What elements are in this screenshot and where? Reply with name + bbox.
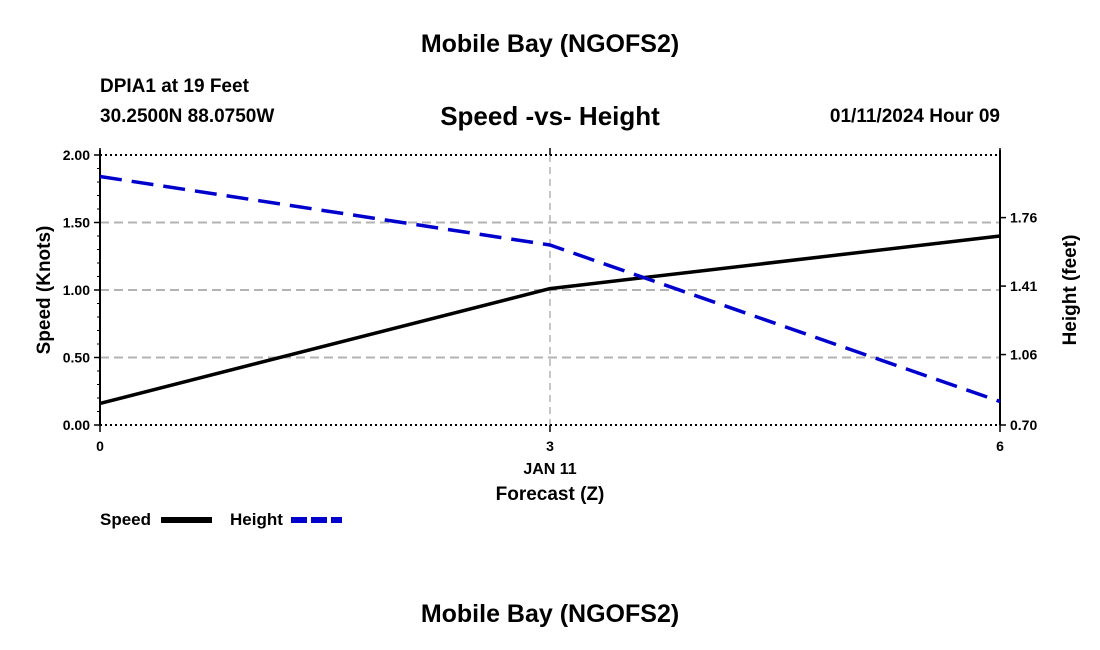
y-tick-label: 0.50 [63,350,90,366]
y-tick-label: 1.00 [63,282,90,298]
y2-tick-label: 1.41 [1010,278,1037,294]
y-tick-label: 1.50 [63,215,90,231]
x-tick-label: 0 [96,438,104,454]
legend-label-height: Height [230,510,283,529]
series-speed-line [99,234,1001,406]
x-axis-title: Forecast (Z) [496,484,605,505]
y2-tick-label: 1.06 [1010,347,1037,363]
x-tick-label: 3 [546,438,554,454]
y2-tick-label: 1.76 [1010,210,1037,226]
legend-label-speed: Speed [100,510,151,529]
series-height-line [99,174,1001,404]
axis-ticks [94,148,1006,432]
y-tick-label: 0.00 [63,417,90,433]
legend: Speed Height [100,510,342,529]
station-coordinates: 30.2500N 88.0750W [100,106,275,127]
station-name: DPIA1 at 19 Feet [100,76,249,97]
y2-tick-label: 0.70 [1010,417,1037,433]
x-date-label: JAN 11 [523,461,576,478]
bottom-chart-title: Mobile Bay (NGOFS2) [420,600,680,628]
speed-height-chart: 0.00 0.50 1.00 1.50 2.00 0 3 6 0.70 1.06 1.41 1.76 J… [34,147,1081,529]
y-tick-label: 2.00 [63,147,90,163]
y-axis-title: Speed (Knots) [34,226,55,355]
chart-subtitle: Speed -vs- Height [440,101,660,131]
x-tick-label: 6 [996,438,1004,454]
forecast-datetime: 01/11/2024 Hour 09 [829,106,1000,127]
y2-axis-title: Height (feet) [1060,235,1081,346]
chart-title: Mobile Bay (NGOFS2) [420,30,680,58]
axis-labels: 0.00 0.50 1.00 1.50 2.00 0 3 6 0.70 1.06 1.41 1.76 J… [34,147,1081,505]
series-lines [99,174,1001,406]
